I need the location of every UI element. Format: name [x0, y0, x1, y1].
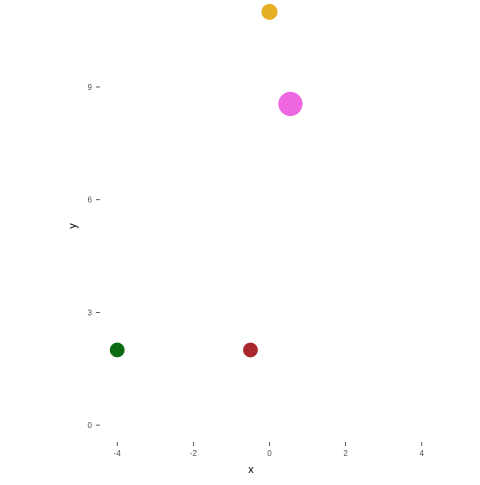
y-tick-label: 3 [88, 308, 93, 317]
data-point [261, 3, 278, 20]
x-tick-label: -4 [114, 449, 122, 458]
x-tick-label: 0 [267, 449, 272, 458]
data-point [243, 342, 258, 358]
x-tick-label: 4 [420, 449, 425, 458]
x-axis-title: x [248, 464, 254, 476]
y-tick-label: 0 [88, 421, 93, 430]
x-tick-label: -2 [190, 449, 198, 458]
x-axis: -4 -2 0 2 4 [114, 442, 425, 458]
y-tick-label: 6 [88, 196, 93, 205]
y-axis: 0 3 6 9 [88, 83, 100, 430]
data-points [109, 3, 303, 358]
x-tick-label: 2 [343, 449, 348, 458]
y-tick-label: 9 [88, 83, 93, 92]
data-point [109, 342, 125, 358]
data-point [278, 91, 303, 117]
y-axis-title: y [67, 223, 79, 229]
